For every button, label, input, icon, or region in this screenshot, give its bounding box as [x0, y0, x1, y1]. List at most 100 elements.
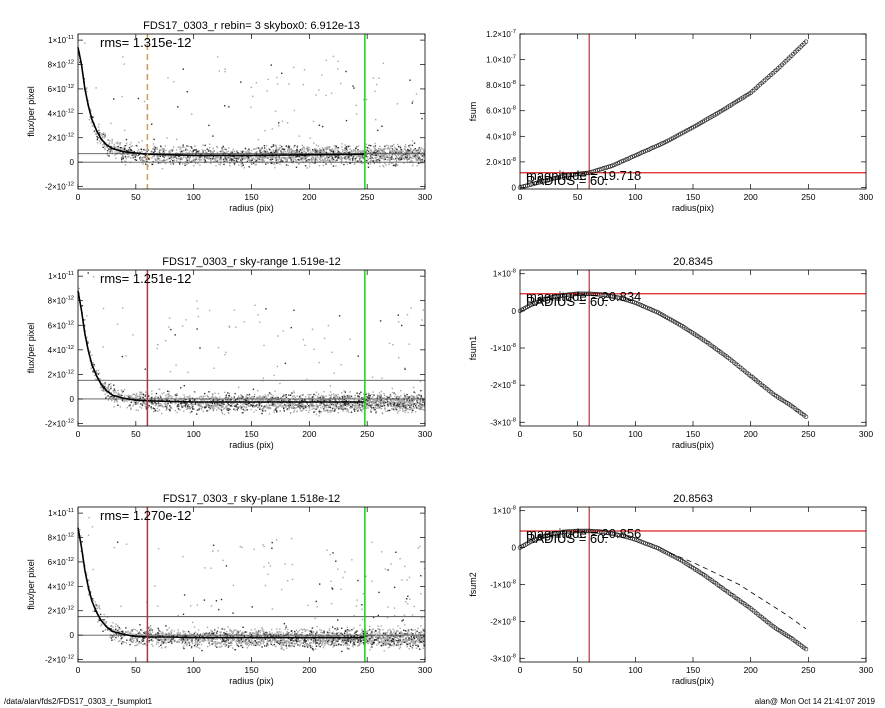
scatter-point [108, 388, 111, 391]
scatter-point [253, 405, 256, 407]
scatter-point [323, 391, 325, 393]
scatter-point [345, 70, 347, 73]
scatter-point [375, 402, 377, 405]
scatter-point [302, 402, 304, 404]
scatter-point [368, 400, 371, 402]
scatter-point [315, 405, 318, 408]
scatter-point [297, 398, 299, 401]
scatter-point [288, 151, 290, 154]
scatter-point [195, 152, 197, 154]
scatter-point [390, 403, 393, 406]
scatter-point [288, 147, 290, 150]
scatter-point [416, 151, 418, 153]
scatter-point [358, 396, 360, 398]
scatter-point [246, 409, 249, 411]
scatter-point [235, 158, 238, 160]
scatter-point [311, 400, 314, 402]
scatter-point [258, 404, 260, 406]
scatter-point [298, 163, 300, 165]
scatter-point [130, 395, 132, 397]
scatter-point [189, 149, 191, 152]
scatter-point [402, 150, 404, 152]
scatter-point [367, 155, 369, 158]
scatter-point [398, 404, 401, 407]
scatter-point [130, 401, 132, 403]
scatter-point [388, 159, 391, 161]
scatter-point [209, 158, 211, 160]
scatter-point [128, 156, 130, 158]
scatter-point [124, 145, 126, 147]
scatter-point [164, 154, 167, 157]
scatter-point [170, 163, 172, 165]
scatter-point [278, 157, 281, 159]
scatter-point [397, 153, 399, 156]
scatter-point [372, 77, 375, 79]
scatter-point [399, 402, 402, 405]
scatter-point [217, 346, 220, 349]
scatter-point [383, 158, 386, 160]
scatter-point [327, 409, 329, 411]
scatter-point [221, 147, 223, 149]
scatter-point [93, 365, 96, 367]
scatter-point [255, 148, 257, 150]
scatter-point [92, 116, 94, 118]
scatter-point [379, 147, 381, 150]
scatter-point [247, 394, 249, 396]
scatter-point [404, 409, 406, 411]
scatter-point [331, 407, 334, 410]
scatter-point [365, 98, 368, 101]
scatter-point [293, 66, 295, 69]
scatter-point [410, 406, 412, 409]
scatter-point [250, 408, 252, 411]
scatter-point [408, 399, 411, 402]
scatter-point [225, 351, 227, 354]
scatter-point [384, 152, 386, 154]
y-axis-label: fsum [468, 102, 478, 122]
scatter-point [174, 394, 177, 396]
scatter-point [243, 321, 245, 323]
scatter-point [152, 155, 154, 158]
scatter-point [377, 404, 380, 406]
scatter-point [331, 150, 333, 152]
scatter-point [165, 340, 167, 342]
scatter-point [312, 120, 315, 123]
scatter-point [250, 152, 252, 154]
scatter-point [166, 405, 169, 407]
scatter-point [245, 406, 248, 408]
scatter-point [253, 395, 255, 398]
scatter-point [217, 393, 220, 395]
scatter-point [308, 165, 311, 168]
scatter-point [388, 163, 390, 166]
scatter-point [248, 399, 250, 402]
scatter-point [221, 157, 223, 159]
scatter-point [313, 393, 315, 396]
scatter-point [301, 152, 303, 154]
scatter-point [395, 159, 398, 162]
scatter-point [331, 351, 333, 353]
y-tick-label: 0 [512, 183, 517, 192]
scatter-point [243, 406, 246, 408]
x-tick-label: 50 [131, 192, 141, 202]
scatter-point [275, 404, 277, 406]
scatter-point [324, 157, 326, 160]
scatter-point [409, 396, 411, 398]
scatter-point [181, 325, 184, 327]
scatter-point [335, 406, 338, 408]
scatter-point [246, 156, 248, 158]
scatter-point [348, 152, 351, 154]
scatter-point [372, 391, 374, 393]
scatter-point [108, 397, 110, 399]
scatter-point [130, 146, 132, 148]
scatter-point [168, 326, 170, 328]
scatter-point [180, 399, 183, 401]
scatter-point [328, 157, 331, 159]
scatter-point [266, 162, 269, 164]
scatter-point [330, 396, 332, 398]
scatter-point [132, 334, 134, 336]
scatter-point [336, 159, 338, 161]
scatter-point [87, 342, 89, 344]
scatter-point [292, 398, 294, 401]
scatter-point [286, 122, 289, 124]
scatter-point [243, 153, 245, 156]
scatter-point [200, 159, 203, 161]
